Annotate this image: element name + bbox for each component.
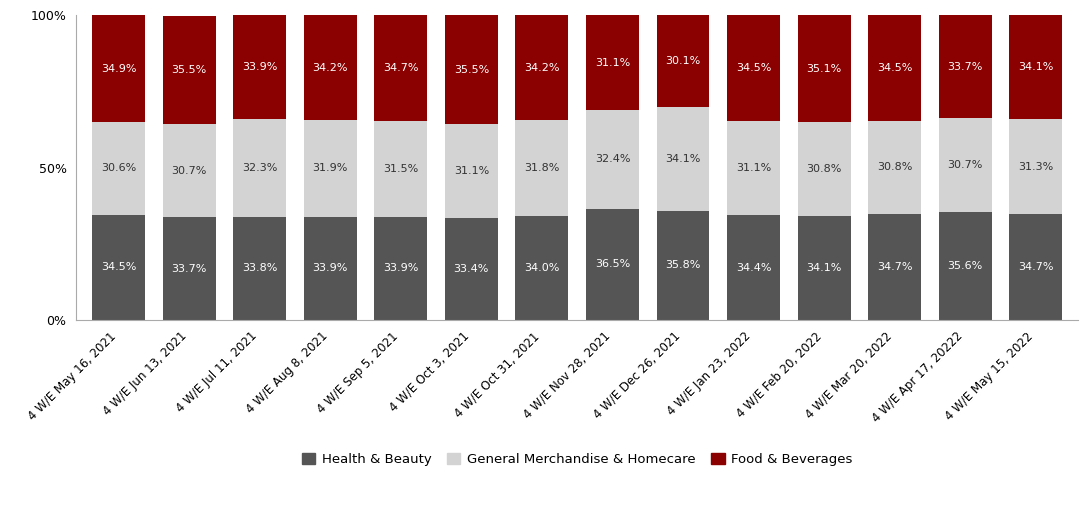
Bar: [868, 15, 921, 121]
Text: 33.9%: 33.9%: [242, 62, 278, 72]
Bar: [445, 15, 498, 123]
Bar: [445, 218, 498, 320]
Bar: [939, 212, 992, 320]
Bar: [233, 217, 286, 320]
Bar: [375, 217, 427, 320]
Bar: [93, 215, 145, 320]
Text: 33.7%: 33.7%: [171, 264, 207, 273]
Bar: [1010, 214, 1062, 320]
Text: 31.1%: 31.1%: [454, 166, 489, 176]
Text: 35.1%: 35.1%: [807, 64, 842, 74]
Text: 34.7%: 34.7%: [383, 63, 418, 73]
Text: 35.5%: 35.5%: [454, 64, 489, 74]
Text: 35.5%: 35.5%: [171, 65, 207, 75]
Bar: [162, 16, 216, 124]
Text: 30.6%: 30.6%: [101, 163, 136, 173]
Bar: [162, 124, 216, 217]
Text: 31.1%: 31.1%: [595, 58, 631, 68]
Text: 33.9%: 33.9%: [383, 263, 418, 273]
Bar: [233, 119, 286, 217]
Bar: [445, 123, 498, 218]
Text: 34.7%: 34.7%: [1018, 262, 1053, 272]
Bar: [586, 209, 639, 320]
Text: 34.5%: 34.5%: [736, 63, 771, 73]
Bar: [657, 107, 709, 211]
Text: 33.7%: 33.7%: [947, 62, 983, 72]
Text: 33.4%: 33.4%: [454, 264, 489, 274]
Text: 31.9%: 31.9%: [313, 163, 347, 173]
Text: 34.2%: 34.2%: [313, 62, 348, 73]
Bar: [515, 120, 568, 216]
Text: 34.9%: 34.9%: [101, 63, 136, 74]
Bar: [304, 217, 357, 320]
Bar: [868, 214, 921, 320]
Text: 34.5%: 34.5%: [101, 263, 136, 272]
Bar: [797, 122, 851, 216]
Bar: [797, 15, 851, 122]
Text: 33.8%: 33.8%: [242, 264, 278, 273]
Text: 35.6%: 35.6%: [947, 261, 983, 271]
Bar: [727, 121, 780, 215]
Text: 34.1%: 34.1%: [665, 154, 700, 164]
Text: 32.3%: 32.3%: [242, 163, 278, 173]
Bar: [162, 217, 216, 320]
Bar: [304, 120, 357, 217]
Legend: Health & Beauty, General Merchandise & Homecare, Food & Beverages: Health & Beauty, General Merchandise & H…: [296, 448, 858, 472]
Text: 31.8%: 31.8%: [524, 163, 560, 173]
Text: 34.1%: 34.1%: [807, 263, 842, 273]
Bar: [868, 121, 921, 214]
Bar: [586, 15, 639, 110]
Text: 34.2%: 34.2%: [524, 62, 560, 73]
Text: 35.8%: 35.8%: [665, 261, 700, 270]
Bar: [586, 110, 639, 209]
Bar: [797, 216, 851, 320]
Bar: [939, 15, 992, 118]
Bar: [93, 15, 145, 122]
Bar: [1010, 15, 1062, 119]
Text: 31.5%: 31.5%: [383, 164, 418, 174]
Text: 36.5%: 36.5%: [595, 260, 631, 269]
Bar: [515, 216, 568, 320]
Text: 34.1%: 34.1%: [1018, 62, 1053, 72]
Bar: [727, 15, 780, 121]
Text: 31.1%: 31.1%: [736, 163, 771, 173]
Bar: [657, 15, 709, 107]
Text: 32.4%: 32.4%: [595, 154, 631, 165]
Bar: [233, 15, 286, 119]
Text: 30.8%: 30.8%: [807, 164, 842, 174]
Bar: [515, 15, 568, 120]
Text: 30.1%: 30.1%: [665, 56, 700, 66]
Text: 33.9%: 33.9%: [313, 263, 347, 273]
Text: 34.0%: 34.0%: [524, 263, 560, 273]
Bar: [304, 15, 357, 120]
Bar: [375, 15, 427, 121]
Bar: [93, 122, 145, 215]
Bar: [657, 211, 709, 320]
Text: 31.3%: 31.3%: [1018, 162, 1053, 172]
Bar: [939, 118, 992, 212]
Bar: [1010, 119, 1062, 214]
Text: 30.7%: 30.7%: [947, 160, 983, 170]
Text: 30.8%: 30.8%: [877, 163, 913, 172]
Text: 30.7%: 30.7%: [171, 166, 207, 175]
Bar: [375, 121, 427, 217]
Text: 34.5%: 34.5%: [877, 63, 913, 73]
Bar: [727, 215, 780, 320]
Text: 34.4%: 34.4%: [736, 263, 771, 272]
Text: 34.7%: 34.7%: [877, 262, 913, 272]
